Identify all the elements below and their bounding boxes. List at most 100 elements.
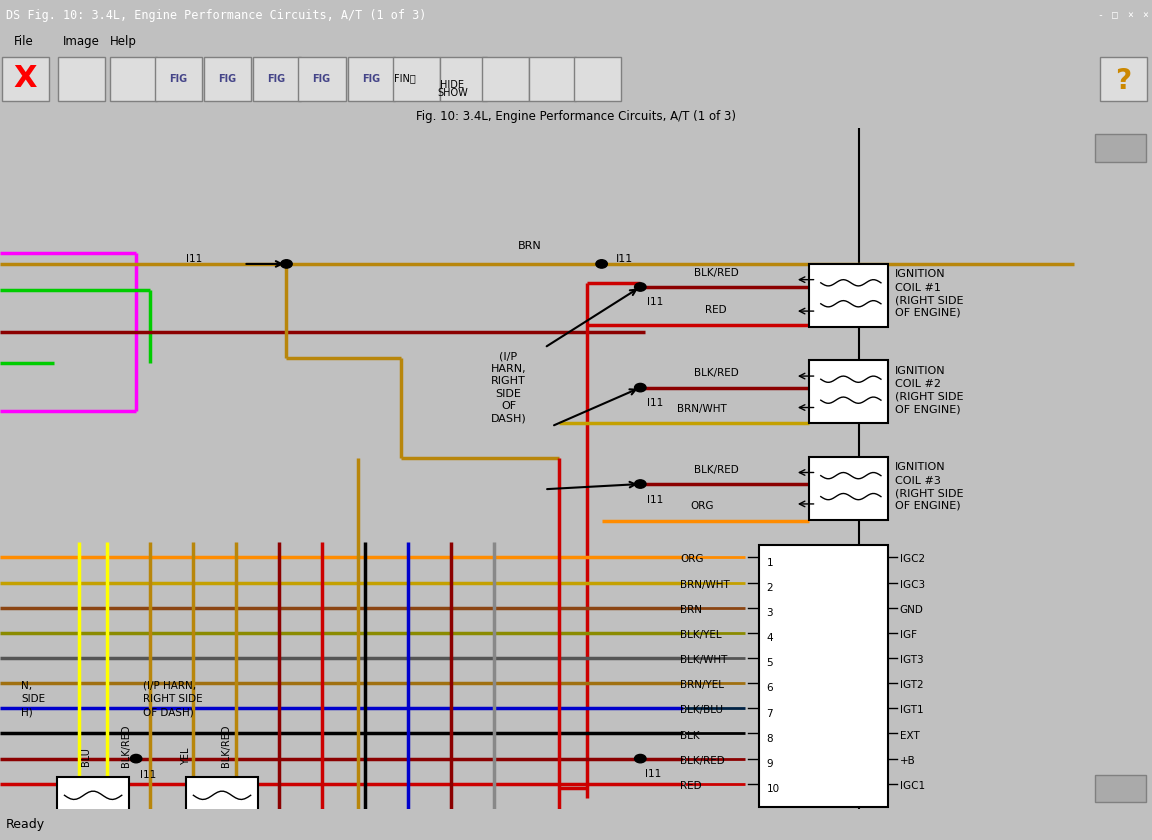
Text: OF ENGINE): OF ENGINE) [895,308,961,318]
Text: X: X [14,64,37,93]
Text: ×: × [1142,10,1149,20]
Text: IGF: IGF [900,630,917,640]
Text: FIG: FIG [312,74,331,83]
Text: BLK/WHT: BLK/WHT [681,655,728,665]
Text: File: File [14,35,33,48]
Text: FINⓈ: FINⓈ [394,74,416,83]
Text: IGT2: IGT2 [900,680,923,690]
Bar [109,57,157,101]
Text: BRN/WHT: BRN/WHT [681,580,730,590]
Bar [574,57,621,101]
Bar [187,778,258,814]
Text: BLK/RED: BLK/RED [121,725,131,767]
Text: FIG: FIG [218,74,236,83]
Bar [482,57,529,101]
Text: Ready: Ready [6,818,45,831]
Bar [810,264,888,327]
Text: BRN: BRN [518,241,541,251]
Bar [58,778,129,814]
Text: N,
SIDE
H): N, SIDE H) [22,680,46,717]
Text: BLK/RED: BLK/RED [221,725,232,767]
Text: ORG: ORG [681,554,704,564]
Text: 6: 6 [766,684,773,693]
Text: IGNITER: IGNITER [797,819,850,832]
Bar [58,57,105,101]
Circle shape [635,283,646,291]
Text: 7: 7 [766,709,773,718]
Text: Fig. 10: 3.4L, Engine Performance Circuits, A/T (1 of 3): Fig. 10: 3.4L, Engine Performance Circui… [416,110,736,123]
Text: ?: ? [1115,67,1131,95]
Text: BLK: BLK [681,731,700,741]
Text: BLK/
RED: BLK/ RED [575,811,600,832]
Text: I11: I11 [647,297,664,307]
Bar [253,57,301,101]
Text: BLK/RED: BLK/RED [681,756,725,766]
Text: (RIGHT SIDE OF ENGINE: (RIGHT SIDE OF ENGINE [761,833,886,840]
Text: I11: I11 [616,254,634,264]
Bar [298,57,346,101]
Text: 5: 5 [766,659,773,669]
Text: IGT1: IGT1 [900,706,923,716]
Text: I11: I11 [647,398,664,408]
Text: I11: I11 [647,495,664,505]
Text: EXT: EXT [900,731,919,741]
Bar [1094,774,1145,802]
Text: +B: +B [900,756,916,766]
Text: IGNITION: IGNITION [895,365,946,375]
Bar [1100,57,1146,101]
Circle shape [281,260,293,268]
Text: IGT3: IGT3 [900,655,923,665]
Bar [529,57,576,101]
Text: 9: 9 [766,759,773,769]
Text: BRN/YEL: BRN/YEL [681,680,725,690]
Text: COIL #1: COIL #1 [895,283,941,293]
Text: 8: 8 [766,733,773,743]
Text: ORG: ORG [690,501,713,512]
Text: FIG: FIG [267,74,286,83]
Circle shape [635,480,646,488]
Bar [204,57,251,101]
Text: BLK/RED: BLK/RED [694,465,738,475]
Text: 10: 10 [766,784,780,794]
Text: INJECTOR #3: INJECTOR #3 [190,822,253,832]
Circle shape [596,260,607,268]
Text: OF ENGINE): OF ENGINE) [895,404,961,414]
Text: BLK/BLU: BLK/BLU [681,706,723,716]
Text: HIDE: HIDE [440,80,464,90]
Bar [440,57,487,101]
Text: (RIGHT SIDE: (RIGHT SIDE [895,488,964,498]
Text: (RIGHT SIDE: (RIGHT SIDE [895,296,964,306]
Text: □: □ [1112,10,1119,20]
Bar [2,57,50,101]
Text: Help: Help [109,35,136,48]
Bar [393,57,440,101]
Circle shape [635,754,646,763]
Text: COIL #3: COIL #3 [895,475,941,486]
Text: COIL #2: COIL #2 [895,379,941,389]
Text: BLK/RED: BLK/RED [694,368,738,378]
Text: YEL: YEL [181,748,191,765]
Circle shape [635,383,646,391]
Text: DS Fig. 10: 3.4L, Engine Performance Circuits, A/T (1 of 3): DS Fig. 10: 3.4L, Engine Performance Cir… [6,8,426,22]
Text: BLK/YEL: BLK/YEL [681,630,722,640]
Bar [810,457,888,520]
Bar [1094,134,1145,162]
Bar [156,57,202,101]
Text: GND: GND [900,605,924,615]
Bar [810,360,888,423]
Text: BRN: BRN [681,605,703,615]
Text: -: - [1097,10,1104,20]
Text: 3: 3 [766,608,773,618]
Text: (RIGHT SIDE: (RIGHT SIDE [895,391,964,402]
Text: BLU: BLU [81,747,91,766]
Circle shape [130,754,142,763]
Text: I11: I11 [141,770,157,780]
Text: RED: RED [705,305,727,315]
Text: 1: 1 [766,558,773,568]
Text: OF ENGINE): OF ENGINE) [895,501,961,511]
Text: Image: Image [63,35,100,48]
Text: BRN/WHT: BRN/WHT [677,404,727,414]
Text: IGC1: IGC1 [900,781,925,791]
Text: ×: × [1127,10,1134,20]
Text: (I/P
HARN,
RIGHT
SIDE
OF
DASH): (I/P HARN, RIGHT SIDE OF DASH) [491,352,526,423]
